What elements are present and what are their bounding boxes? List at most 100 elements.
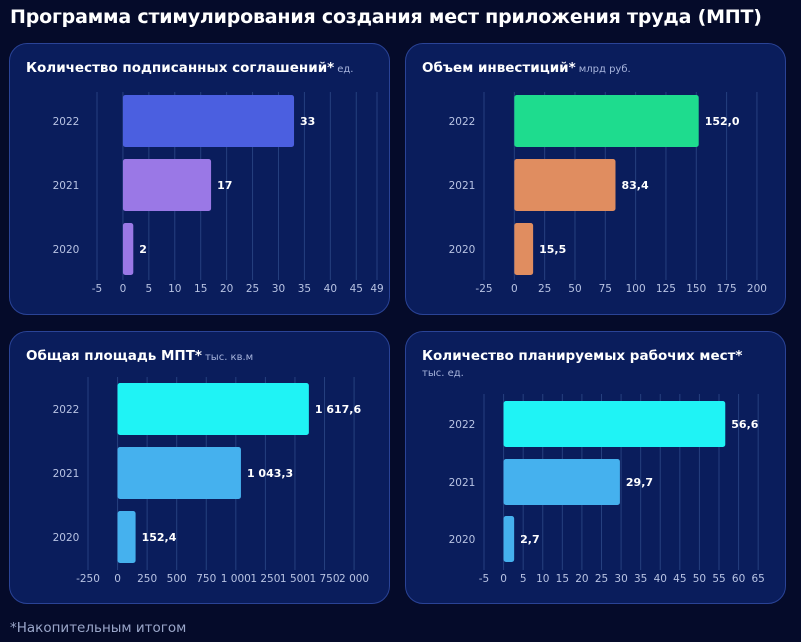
- x-tick-label: 50: [693, 573, 706, 585]
- bar-2022: [122, 95, 295, 147]
- x-tick-label: -25: [475, 283, 492, 295]
- x-tick-label: 15: [556, 573, 569, 585]
- bar-2020: [503, 516, 515, 562]
- x-tick-label: 49: [370, 283, 383, 295]
- x-tick-label: 30: [272, 283, 285, 295]
- x-tick-label: 5: [520, 573, 527, 585]
- investment-chart-panel: Объем инвестиций* млрд руб. -25 0 25 50 75 100…: [405, 43, 786, 315]
- x-tick-label: 20: [220, 283, 233, 295]
- x-tick-label: 1 000: [221, 573, 251, 585]
- area-bar-chart: -250 0 250 500 750 1 000 1 250 1 500 1 750 2 000 1…: [53, 377, 369, 585]
- bar-2021: [514, 159, 616, 211]
- data-label: 17: [217, 179, 232, 192]
- bar-2021: [122, 159, 212, 211]
- x-tick-label: 5: [146, 283, 153, 295]
- investment-bar-chart: -25 0 25 50 75 100 125 150 175 200 152,0 2022 83,4 20…: [449, 92, 767, 295]
- jobs-chart-unit: тыс. ед.: [422, 368, 464, 379]
- x-tick-label: 15: [194, 283, 207, 295]
- x-tick-label: 0: [511, 283, 518, 295]
- bar-2020: [122, 223, 134, 275]
- x-tick-label: 1 250: [250, 573, 280, 585]
- x-tick-label: 50: [568, 283, 581, 295]
- y-category-label: 2020: [53, 244, 80, 256]
- x-tick-label: 0: [114, 573, 121, 585]
- x-tick-label: 1 750: [309, 573, 339, 585]
- x-tick-label: 0: [500, 573, 507, 585]
- jobs-chart-panel: Количество планируемых рабочих мест* тыс…: [405, 331, 786, 604]
- x-tick-label: 75: [599, 283, 612, 295]
- bar-2022: [117, 383, 309, 435]
- x-tick-label: 2 000: [339, 573, 369, 585]
- data-label: 33: [300, 115, 315, 128]
- page-title: Программа стимулирования создания мест п…: [10, 6, 762, 28]
- y-category-label: 2021: [449, 477, 476, 489]
- bar-2020: [117, 511, 136, 563]
- data-label: 1 043,3: [247, 467, 293, 480]
- y-category-label: 2020: [53, 532, 80, 544]
- x-tick-label: 65: [751, 573, 764, 585]
- data-label: 2: [139, 243, 147, 256]
- data-label: 152,0: [705, 115, 740, 128]
- y-category-label: 2022: [449, 419, 476, 431]
- x-tick-label: 20: [575, 573, 588, 585]
- x-tick-label: 250: [137, 573, 157, 585]
- x-tick-label: 25: [595, 573, 608, 585]
- x-tick-label: 30: [614, 573, 627, 585]
- x-tick-label: 200: [747, 283, 767, 295]
- x-tick-label: 10: [168, 283, 181, 295]
- x-tick-label: 40: [654, 573, 667, 585]
- x-tick-label: -250: [76, 573, 100, 585]
- data-label: 2,7: [520, 533, 540, 546]
- x-tick-label: 150: [686, 283, 706, 295]
- x-tick-label: 500: [167, 573, 187, 585]
- data-label: 56,6: [731, 418, 758, 431]
- x-tick-label: 40: [324, 283, 337, 295]
- agreements-bar-chart: -5 0 5 10 15 20 25 30 35 40 45 49 33 2022 17 2021 2 2020: [53, 92, 384, 295]
- y-category-label: 2022: [449, 116, 476, 128]
- data-label: 83,4: [621, 179, 648, 192]
- bar-2021: [503, 459, 620, 505]
- data-label: 29,7: [626, 476, 653, 489]
- x-tick-label: 1 500: [280, 573, 310, 585]
- x-tick-label: 55: [712, 573, 725, 585]
- y-category-label: 2022: [53, 116, 80, 128]
- y-category-label: 2022: [53, 404, 80, 416]
- y-category-label: 2021: [449, 180, 476, 192]
- jobs-chart-title: Количество планируемых рабочих мест*: [422, 348, 743, 364]
- data-label: 1 617,6: [315, 403, 362, 416]
- x-tick-label: 35: [634, 573, 647, 585]
- y-category-label: 2021: [53, 180, 80, 192]
- x-tick-label: 100: [626, 283, 646, 295]
- x-tick-label: 750: [196, 573, 216, 585]
- area-chart-title: Общая площадь МПТ* тыс. кв.м: [26, 348, 254, 364]
- footnote: *Накопительным итогом: [10, 620, 187, 636]
- bar-2022: [514, 95, 699, 147]
- x-tick-label: 35: [298, 283, 311, 295]
- investment-chart-unit: млрд руб.: [578, 64, 631, 75]
- x-tick-label: 0: [120, 283, 127, 295]
- x-tick-label: 60: [732, 573, 745, 585]
- investment-chart-title: Объем инвестиций* млрд руб.: [422, 60, 631, 76]
- jobs-bar-chart: -5 0 5 10 15 20 25 30 35 40 45 50 55 60 65 56,6 2022 29,7…: [449, 394, 765, 585]
- x-tick-label: 45: [673, 573, 686, 585]
- agreements-chart-unit: ед.: [337, 64, 354, 75]
- x-tick-label: -5: [92, 283, 102, 295]
- bar-2021: [117, 447, 241, 499]
- bar-2020: [514, 223, 534, 275]
- y-category-label: 2020: [449, 534, 476, 546]
- x-tick-label: 175: [717, 283, 737, 295]
- x-tick-label: 25: [246, 283, 259, 295]
- bar-2022: [503, 401, 726, 447]
- agreements-chart-title: Количество подписанных соглашений* ед.: [26, 60, 354, 76]
- x-tick-label: 10: [536, 573, 549, 585]
- x-tick-label: 25: [538, 283, 551, 295]
- y-category-label: 2021: [53, 468, 80, 480]
- agreements-chart-panel: Количество подписанных соглашений* ед. -5…: [9, 43, 390, 315]
- data-label: 15,5: [539, 243, 566, 256]
- x-tick-label: 125: [656, 283, 676, 295]
- area-chart-unit: тыс. кв.м: [204, 352, 254, 363]
- data-label: 152,4: [142, 531, 177, 544]
- y-category-label: 2020: [449, 244, 476, 256]
- area-chart-panel: Общая площадь МПТ* тыс. кв.м -250 0 250 500 7…: [9, 331, 390, 604]
- x-tick-label: 45: [350, 283, 363, 295]
